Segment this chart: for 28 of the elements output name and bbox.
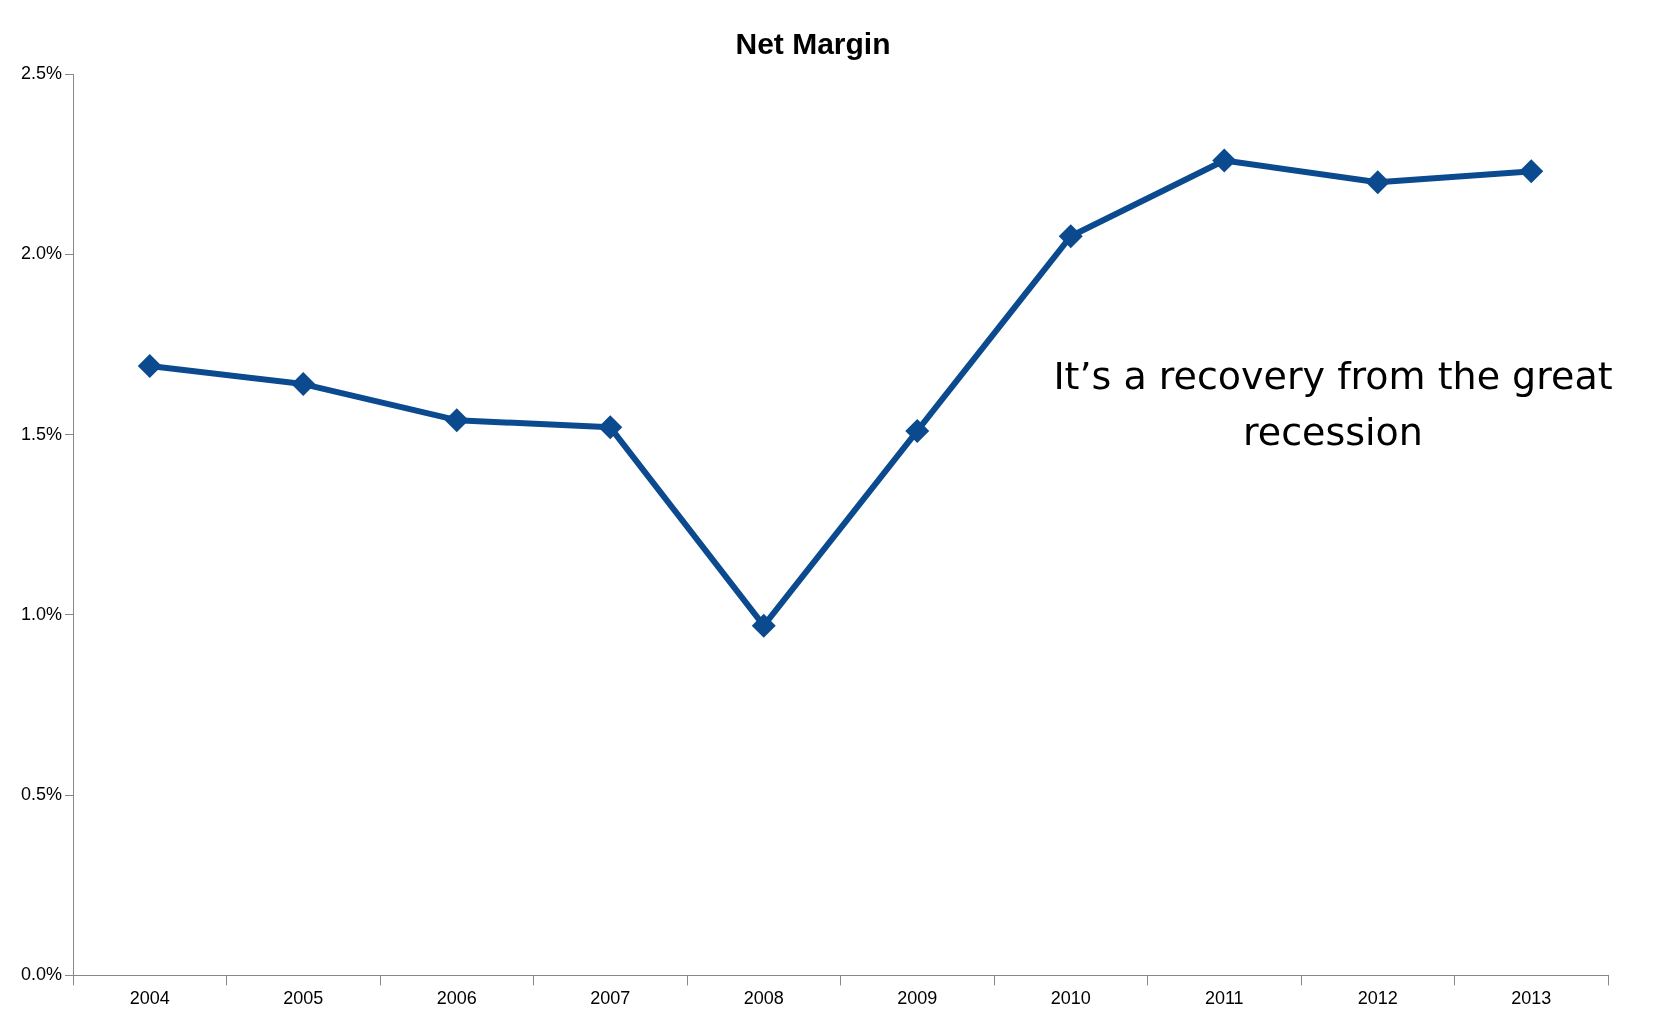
point xyxy=(751,613,776,638)
x-tick-label: 2006 xyxy=(436,988,477,1009)
chart-title: Net Margin xyxy=(735,27,891,61)
x-tick-label: 2012 xyxy=(1357,988,1398,1009)
x-tick-label: 2013 xyxy=(1511,988,1552,1009)
y-tick-label: 1.5% xyxy=(21,423,63,444)
point xyxy=(137,354,162,379)
x-tick-label: 2008 xyxy=(743,988,784,1009)
x-tick-label: 2007 xyxy=(590,988,631,1009)
point xyxy=(598,415,623,440)
x-tick-label: 2011 xyxy=(1204,988,1244,1009)
annotation: It’s a recovery from the great recession xyxy=(1052,353,1614,456)
y-tick-label: 2.5% xyxy=(21,62,63,83)
y-tick-label: 0.0% xyxy=(21,964,63,985)
point xyxy=(444,408,469,433)
point xyxy=(1519,159,1544,184)
x-tick-label: 2005 xyxy=(283,988,324,1009)
x-tick-label: 2004 xyxy=(129,988,170,1009)
y-tick-label: 1.0% xyxy=(21,603,63,624)
point xyxy=(291,372,316,397)
point xyxy=(1058,224,1083,249)
y-tick-label: 2.0% xyxy=(21,243,63,264)
point xyxy=(1212,148,1237,173)
x-tick-label: 2009 xyxy=(897,988,938,1009)
point xyxy=(905,418,930,443)
x-tick-label: 2010 xyxy=(1050,988,1091,1009)
y-tick-label: 0.5% xyxy=(21,784,63,805)
point xyxy=(1365,170,1390,195)
